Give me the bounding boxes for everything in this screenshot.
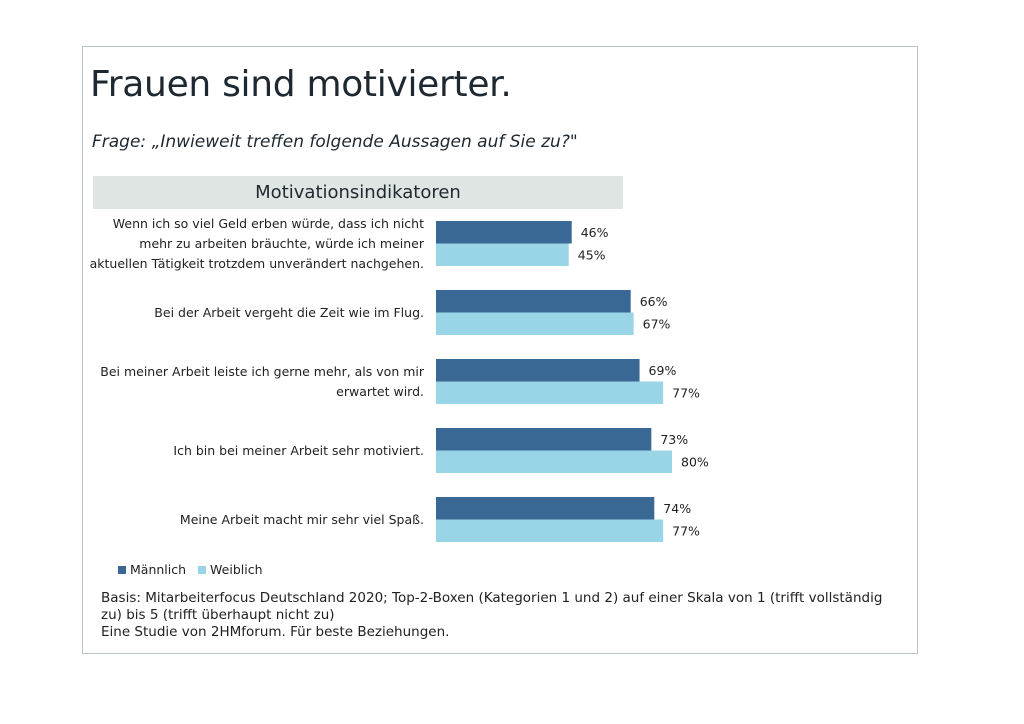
legend-swatch-maennlich (118, 565, 126, 574)
bar-maennlich (436, 221, 572, 244)
bar-group: 73%80% (436, 428, 709, 473)
bar-maennlich (436, 290, 631, 313)
bar-weiblich (436, 519, 664, 542)
category-label-line: aktuellen Tätigkeit trotzdem unverändert… (89, 255, 424, 271)
bar-group: 69%77% (436, 359, 700, 404)
bar-weiblich (436, 381, 664, 404)
legend-item-weiblich: Weiblich (198, 562, 263, 577)
category-label: Ich bin bei meiner Arbeit sehr motiviert… (173, 441, 424, 461)
data-label: 46% (581, 225, 609, 240)
data-label: 77% (672, 385, 700, 400)
legend-label-maennlich: Männlich (130, 562, 187, 577)
category-label: Meine Arbeit macht mir sehr viel Spaß. (180, 510, 424, 530)
bar-weiblich (436, 450, 672, 473)
bar-maennlich (436, 428, 652, 451)
category-label-line: Bei meiner Arbeit leiste ich gerne mehr,… (100, 363, 424, 379)
section-header-label: Motivationsindikatoren (255, 182, 461, 203)
legend-label-weiblich: Weiblich (210, 562, 263, 577)
category-label-line: mehr zu arbeiten bräuchte, würde ich mei… (139, 235, 424, 251)
legend-item-maennlich: Männlich (118, 562, 186, 577)
category-label: Wenn ich so viel Geld erben würde, dass … (90, 214, 424, 274)
bar-group: 46%45% (436, 221, 609, 266)
footnote: Basis: Mitarbeiterfocus Deutschland 2020… (101, 590, 901, 641)
data-label: 69% (649, 363, 677, 378)
survey-question: Frage: „Inwieweit treffen folgende Aussa… (92, 132, 578, 152)
bar-weiblich (436, 243, 569, 266)
category-label: Bei meiner Arbeit leiste ich gerne mehr,… (100, 362, 424, 402)
bar-weiblich (436, 312, 634, 335)
data-label: 45% (578, 247, 606, 262)
category-label-line: Meine Arbeit macht mir sehr viel Spaß. (179, 511, 424, 527)
data-label: 67% (643, 316, 671, 331)
category-label-line: Bei der Arbeit vergeht die Zeit wie im F… (154, 304, 424, 320)
legend: Männlich Weiblich (118, 562, 263, 577)
page-title: Frauen sind motivierter. (90, 64, 512, 105)
data-label: 77% (672, 523, 700, 538)
data-label: 74% (663, 501, 691, 516)
bar-group: 66%67% (436, 290, 671, 335)
category-label-line: erwartet wird. (336, 383, 424, 399)
bar-group: 74%77% (436, 497, 700, 542)
data-label: 80% (681, 454, 709, 469)
footnote-credit: Eine Studie von 2HMforum. Für beste Bezi… (101, 624, 450, 640)
category-label-line: Ich bin bei meiner Arbeit sehr motiviert… (173, 442, 424, 458)
bar-maennlich (436, 497, 655, 520)
category-label-line: Wenn ich so viel Geld erben würde, dass … (112, 215, 424, 231)
figure-frame (82, 46, 918, 654)
legend-swatch-weiblich (198, 565, 207, 574)
data-label: 66% (640, 294, 668, 309)
section-header: Motivationsindikatoren (93, 176, 623, 209)
data-label: 73% (660, 432, 688, 447)
category-label: Bei der Arbeit vergeht die Zeit wie im F… (154, 303, 424, 323)
footnote-basis: Basis: Mitarbeiterfocus Deutschland 2020… (101, 590, 883, 623)
bar-maennlich (436, 359, 640, 382)
